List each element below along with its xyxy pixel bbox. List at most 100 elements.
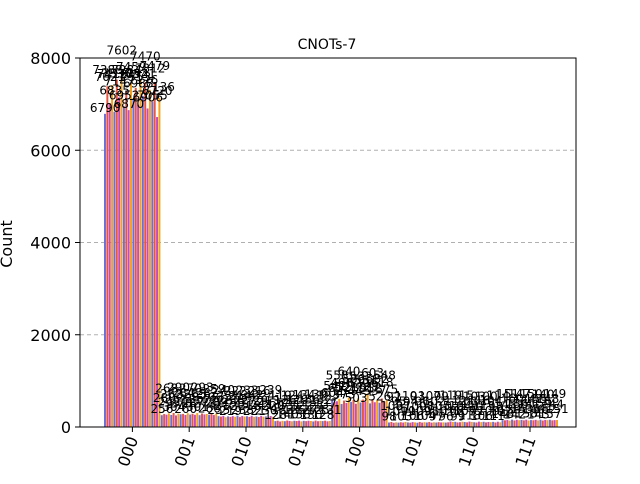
bar-value-label: 94: [403, 395, 418, 409]
bar-value-label: 145: [494, 397, 517, 411]
bar: [241, 416, 244, 427]
bar-value-label: 526: [368, 390, 391, 404]
bar-value-label: 220: [262, 399, 285, 413]
bar-value-label: 604: [321, 386, 344, 400]
bar-value-label: 620: [347, 375, 370, 389]
bar: [489, 422, 492, 427]
bar: [191, 413, 194, 427]
bar-value-label: 640: [337, 364, 360, 378]
bar-value-label: 148: [536, 392, 559, 406]
bar: [548, 419, 551, 427]
bar-value-label: 158: [515, 407, 538, 421]
bar: [544, 419, 547, 427]
bar-value-label: 114: [487, 389, 510, 403]
bar: [160, 415, 163, 427]
bar-value-label: 6952: [109, 88, 140, 102]
bar-value-label: 301: [186, 400, 209, 414]
bar-value-label: 227: [233, 394, 256, 408]
bar-value-label: 236: [222, 393, 245, 407]
bar: [534, 419, 537, 427]
bar: [487, 421, 490, 427]
bar-value-label: 140: [276, 408, 299, 422]
bar-value-label: 93: [410, 390, 425, 404]
bar: [520, 419, 523, 427]
bar: [345, 402, 348, 427]
bar: [198, 415, 201, 427]
bar: [430, 422, 433, 427]
bar-value-label: 99: [450, 409, 465, 423]
bar-value-label: 256: [151, 402, 174, 416]
bar: [461, 421, 464, 427]
bar: [248, 416, 251, 427]
bar-value-label: 7055: [137, 89, 168, 103]
bar: [141, 96, 144, 427]
y-tick-label: 6000: [30, 141, 71, 160]
bar: [442, 422, 445, 427]
bar-value-label: 104: [479, 394, 502, 408]
bar-value-label: 6720: [142, 84, 173, 98]
bar-value-label: 216: [248, 384, 271, 398]
bar: [354, 403, 357, 427]
bar: [402, 422, 405, 427]
bar-value-label: 103: [390, 409, 413, 423]
bar-value-label: 548: [373, 369, 396, 383]
bar-value-label: 241: [250, 398, 273, 412]
bar: [115, 79, 118, 428]
bar: [132, 99, 135, 427]
bar: [537, 420, 540, 427]
bar-value-label: 119: [439, 389, 462, 403]
bar-value-label: 251: [165, 392, 188, 406]
bar: [475, 422, 478, 427]
bar: [276, 420, 279, 427]
bar-value-label: 109: [408, 404, 431, 418]
bar: [496, 421, 499, 427]
bar-value-label: 95: [391, 395, 406, 409]
bar: [120, 76, 123, 428]
bar: [525, 419, 528, 427]
bar: [269, 415, 272, 427]
bar: [463, 422, 466, 427]
bar-value-label: 284: [172, 386, 195, 400]
bar: [546, 420, 549, 427]
bar: [371, 399, 374, 427]
bar-value-label: 573: [333, 388, 356, 402]
bar-value-label: 137: [314, 398, 337, 412]
bar-value-label: 289: [205, 396, 228, 410]
bar: [456, 422, 459, 427]
bar-value-label: 111: [482, 409, 505, 423]
bar-value-label: 230: [255, 403, 278, 417]
bar-value-label: 113: [472, 399, 495, 413]
bar: [494, 422, 497, 427]
bar: [485, 422, 487, 427]
bar-value-label: 118: [458, 409, 481, 423]
bar-value-label: 7530: [102, 67, 133, 81]
bar: [406, 422, 409, 427]
bar: [416, 422, 419, 427]
bar-value-label: 575: [375, 382, 398, 396]
bar: [428, 422, 431, 427]
bar: [219, 416, 222, 427]
bar: [238, 417, 241, 427]
bar: [376, 400, 379, 427]
bar-value-label: 97: [469, 405, 484, 419]
bar-value-label: 97: [396, 400, 411, 414]
bar-value-label: 233: [236, 383, 259, 397]
bar: [260, 415, 263, 427]
bar-value-label: 298: [177, 390, 200, 404]
bar-value-label: 98: [488, 399, 503, 413]
bar: [286, 420, 289, 427]
bar-value-label: 245: [226, 398, 249, 412]
bar: [508, 420, 511, 427]
bar-value-label: 139: [498, 403, 521, 417]
bar-value-label: 107: [453, 404, 476, 418]
y-tick-label: 0: [61, 418, 71, 437]
bar-value-label: 95: [424, 405, 439, 419]
bar: [186, 413, 189, 427]
bar-value-label: 101: [385, 404, 408, 418]
bar: [511, 419, 514, 427]
bar: [317, 421, 319, 427]
bar-value-label: 213: [257, 394, 280, 408]
bar-value-label: 101: [432, 404, 455, 418]
bar: [130, 82, 132, 427]
bar: [144, 82, 147, 427]
